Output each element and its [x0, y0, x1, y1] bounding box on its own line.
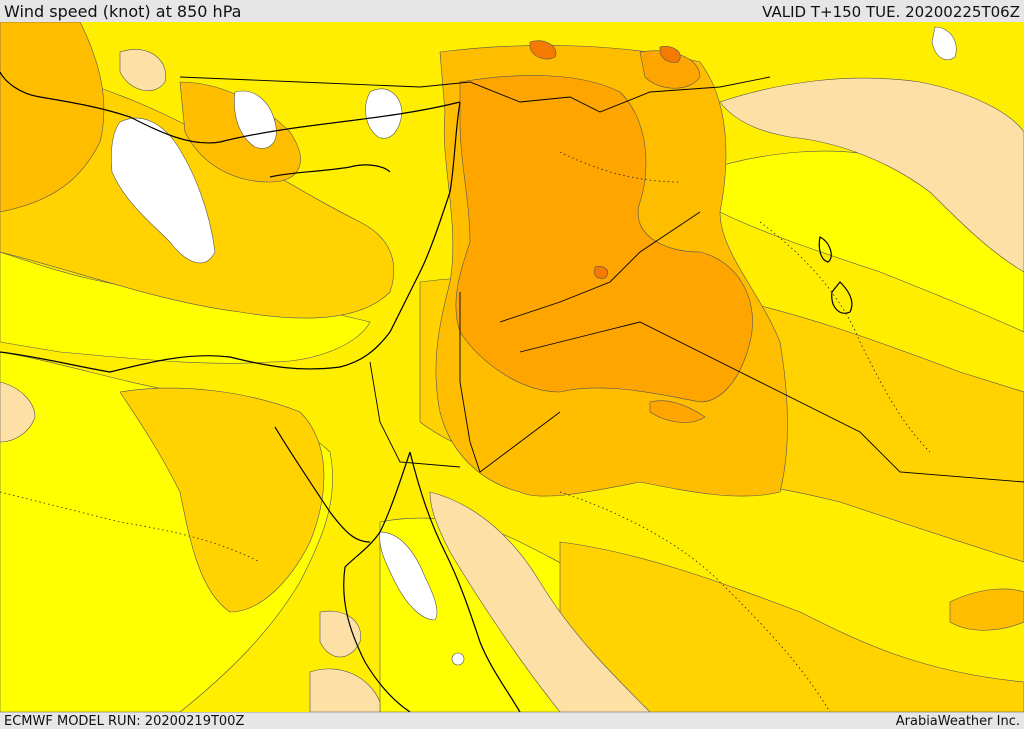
contour-pale-northeast: [719, 77, 1024, 273]
contour-redorange-2: [659, 46, 681, 63]
border-turkey-south: [179, 76, 771, 113]
contour-orange-south-blob: [649, 400, 706, 423]
calm-area-aegean: [110, 117, 216, 264]
border-egypt-israel: [369, 361, 461, 468]
contour-pale-greece: [119, 49, 167, 91]
contour-pale-sudan: [319, 610, 362, 658]
dotted-boundary-3: [759, 221, 931, 453]
contour-gold-south: [559, 541, 1024, 712]
coastline-turkey: [0, 71, 461, 144]
calm-area-redsea: [379, 531, 438, 621]
coastline-redsea-east: [409, 451, 521, 712]
contour-gold-egypt: [119, 387, 325, 613]
calm-area-turkey-east: [365, 88, 403, 139]
model-run-label: ECMWF MODEL RUN: 20200219T00Z: [4, 714, 245, 729]
contour-lorange-west: [0, 22, 105, 213]
map-title: Wind speed (knot) at 850 hPa: [4, 2, 242, 21]
calm-area-turkey-west: [234, 90, 277, 149]
header-bar: Wind speed (knot) at 850 hPa VALID T+150…: [0, 0, 1024, 23]
coastline-gulf-suez: [274, 426, 371, 543]
footer-bar: ECMWF MODEL RUN: 20200219T00Z ArabiaWeat…: [0, 712, 1024, 729]
calm-area-spot: [451, 652, 465, 666]
border-saudi-iraq: [519, 321, 1024, 483]
coastline-redsea-west: [343, 451, 411, 712]
contour-pale-sudan-south: [309, 668, 381, 712]
map-svg: [0, 22, 1024, 712]
contour-redorange-3: [593, 266, 609, 279]
valid-time: VALID T+150 TUE. 20200225T06Z: [762, 3, 1020, 21]
contour-pale-libya: [0, 381, 36, 443]
border-jordan: [459, 292, 561, 473]
dotted-boundary-4: [559, 151, 681, 183]
border-syria-iraq: [499, 211, 701, 323]
contour-lorange-east: [949, 588, 1024, 631]
coastline-cyprus: [269, 164, 391, 178]
wind-speed-map: [0, 22, 1024, 712]
contour-pale-redsea: [429, 491, 651, 712]
dotted-boundary-1: [0, 491, 261, 563]
calm-area-caspian: [931, 26, 957, 61]
dotted-boundary-2: [559, 491, 831, 712]
coastline-gulf-islands: [818, 236, 853, 314]
contour-redorange-1: [529, 40, 557, 60]
coastline-north-africa-levant: [0, 101, 461, 373]
contour-orange-core: [455, 75, 753, 403]
provider-label: ArabiaWeather Inc.: [895, 714, 1020, 729]
